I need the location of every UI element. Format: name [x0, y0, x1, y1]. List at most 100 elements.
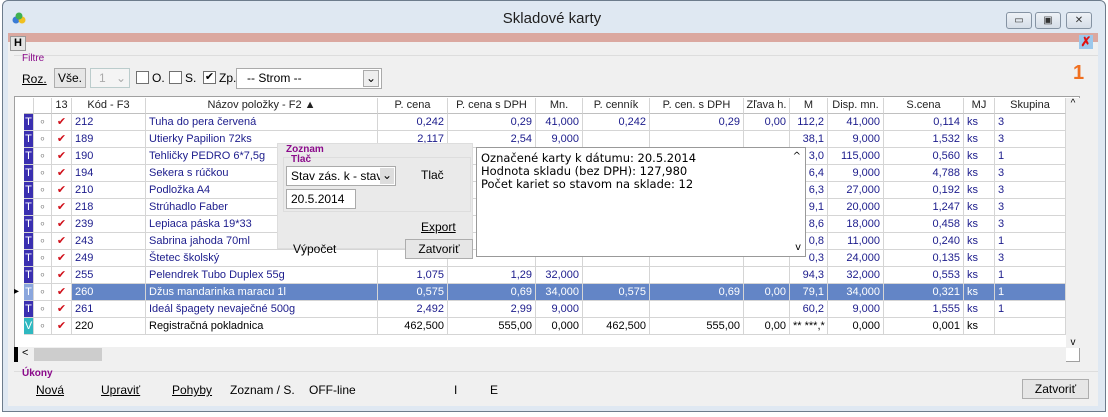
- cell-code[interactable]: 239: [72, 216, 146, 233]
- attachment-dot-icon[interactable]: ∘: [34, 165, 52, 182]
- attachment-dot-icon[interactable]: ∘: [34, 114, 52, 131]
- row-indicator[interactable]: [14, 131, 24, 148]
- column-header-p-cena[interactable]: P. cena: [378, 98, 448, 114]
- cell-mj[interactable]: ks: [964, 148, 995, 165]
- cell-m[interactable]: 6,4: [790, 165, 828, 182]
- row-indicator[interactable]: [14, 182, 24, 199]
- row-indicator[interactable]: [14, 199, 24, 216]
- cell-m[interactable]: 8,6: [790, 216, 828, 233]
- cell-p-cennik[interactable]: 0,575: [583, 284, 650, 301]
- cell-s-cena[interactable]: 0,114: [884, 114, 964, 131]
- cell-disp-mn[interactable]: 11,000: [828, 233, 884, 250]
- vertical-scrollbar[interactable]: ^ v: [1066, 98, 1080, 348]
- cell-code[interactable]: 210: [72, 182, 146, 199]
- type-badge[interactable]: T: [24, 199, 34, 216]
- row-indicator[interactable]: [14, 114, 24, 131]
- cell-p-cena[interactable]: 462,500: [378, 318, 448, 335]
- type-badge[interactable]: V: [24, 318, 34, 335]
- check-icon[interactable]: ✔: [52, 165, 72, 182]
- cell-s-cena[interactable]: 0,001: [884, 318, 964, 335]
- cell-code[interactable]: 249: [72, 250, 146, 267]
- cell-p-cena-dph[interactable]: 555,00: [448, 318, 536, 335]
- type-badge[interactable]: T: [24, 182, 34, 199]
- cell-skupina[interactable]: 3: [995, 250, 1066, 267]
- cell-s-cena[interactable]: 0,192: [884, 182, 964, 199]
- cell-p-cennik[interactable]: [583, 250, 650, 267]
- column-header-m[interactable]: M: [790, 98, 828, 114]
- cell-p-cena[interactable]: 2,492: [378, 301, 448, 318]
- tree-select[interactable]: -- Strom -- ⌄: [236, 68, 382, 89]
- row-indicator[interactable]: [14, 250, 24, 267]
- column-header-p-cena-dph[interactable]: P. cena s DPH: [448, 98, 536, 114]
- cell-code[interactable]: 261: [72, 301, 146, 318]
- help-button[interactable]: H: [10, 36, 26, 51]
- cell-p-cen-dph[interactable]: 0,29: [650, 114, 744, 131]
- cell-disp-mn[interactable]: 0,000: [828, 318, 884, 335]
- cell-mj[interactable]: ks: [964, 114, 995, 131]
- column-header-s-cena[interactable]: S.cena: [884, 98, 964, 114]
- type-badge[interactable]: T: [24, 114, 34, 131]
- cell-zlava[interactable]: [744, 267, 790, 284]
- cell-code[interactable]: 220: [72, 318, 146, 335]
- cell-p-cena-dph[interactable]: 2,99: [448, 301, 536, 318]
- row-indicator[interactable]: [14, 233, 24, 250]
- row-indicator[interactable]: [14, 216, 24, 233]
- level-select[interactable]: 1 ⌄: [90, 68, 130, 88]
- edit-button[interactable]: Upraviť: [101, 383, 140, 397]
- cell-disp-mn[interactable]: 18,000: [828, 216, 884, 233]
- popup-close-button[interactable]: Zatvoriť: [405, 239, 473, 259]
- cell-name[interactable]: Ideál špagety nevaječné 500g: [146, 301, 378, 318]
- row-indicator[interactable]: [14, 267, 24, 284]
- type-badge[interactable]: T: [24, 267, 34, 284]
- close-button[interactable]: ✕: [1066, 12, 1092, 29]
- cell-m[interactable]: 6,3: [790, 182, 828, 199]
- attachment-dot-icon[interactable]: ∘: [34, 250, 52, 267]
- check-icon[interactable]: ✔: [52, 182, 72, 199]
- cell-name[interactable]: Štetec školský: [146, 250, 378, 267]
- scroll-up-icon[interactable]: ^: [1070, 98, 1076, 109]
- cell-name[interactable]: Tuha do pera červená: [146, 114, 378, 131]
- cell-zlava[interactable]: [744, 301, 790, 318]
- cell-skupina[interactable]: 3: [995, 114, 1066, 131]
- row-indicator[interactable]: [14, 165, 24, 182]
- cell-mn[interactable]: 34,000: [536, 284, 583, 301]
- row-indicator[interactable]: [14, 318, 24, 335]
- column-header-mn[interactable]: Mn.: [536, 98, 583, 114]
- cell-disp-mn[interactable]: 9,000: [828, 131, 884, 148]
- check-icon[interactable]: ✔: [52, 131, 72, 148]
- cell-skupina[interactable]: 3: [995, 131, 1066, 148]
- moves-button[interactable]: Pohyby: [172, 383, 212, 397]
- cell-disp-mn[interactable]: 27,000: [828, 182, 884, 199]
- cell-mj[interactable]: ks: [964, 216, 995, 233]
- cell-mj[interactable]: ks: [964, 284, 995, 301]
- cell-skupina[interactable]: 3: [995, 165, 1066, 182]
- cell-p-cen-dph[interactable]: 555,00: [650, 318, 744, 335]
- column-header-mj[interactable]: MJ: [964, 98, 995, 114]
- exit-icon[interactable]: ✗: [1079, 34, 1093, 49]
- cell-m[interactable]: 79,1: [790, 284, 828, 301]
- cell-code[interactable]: 255: [72, 267, 146, 284]
- cell-mn[interactable]: 41,000: [536, 114, 583, 131]
- check-icon[interactable]: ✔: [52, 318, 72, 335]
- cell-disp-mn[interactable]: 32,000: [828, 267, 884, 284]
- type-badge[interactable]: T: [24, 148, 34, 165]
- column-header-code[interactable]: Kód - F3: [72, 98, 146, 114]
- cell-mj[interactable]: ks: [964, 318, 995, 335]
- cell-code[interactable]: 190: [72, 148, 146, 165]
- check-icon[interactable]: ✔: [52, 284, 72, 301]
- cell-mj[interactable]: ks: [964, 165, 995, 182]
- cell-s-cena[interactable]: 0,240: [884, 233, 964, 250]
- s-checkbox[interactable]: [169, 71, 182, 84]
- list-button[interactable]: Zoznam / S.: [230, 383, 295, 397]
- cell-disp-mn[interactable]: 41,000: [828, 114, 884, 131]
- report-select[interactable]: Stav zás. k - stav ⌄: [286, 166, 396, 186]
- attachment-dot-icon[interactable]: ∘: [34, 301, 52, 318]
- cell-zlava[interactable]: 0,00: [744, 284, 790, 301]
- cell-code[interactable]: 189: [72, 131, 146, 148]
- cell-skupina[interactable]: 1: [995, 148, 1066, 165]
- cell-code[interactable]: 243: [72, 233, 146, 250]
- cell-name[interactable]: Pelendrek Tubo Duplex 55g: [146, 267, 378, 284]
- attachment-dot-icon[interactable]: ∘: [34, 284, 52, 301]
- cell-disp-mn[interactable]: 34,000: [828, 284, 884, 301]
- cell-name[interactable]: Džus mandarinka maracu 1l: [146, 284, 378, 301]
